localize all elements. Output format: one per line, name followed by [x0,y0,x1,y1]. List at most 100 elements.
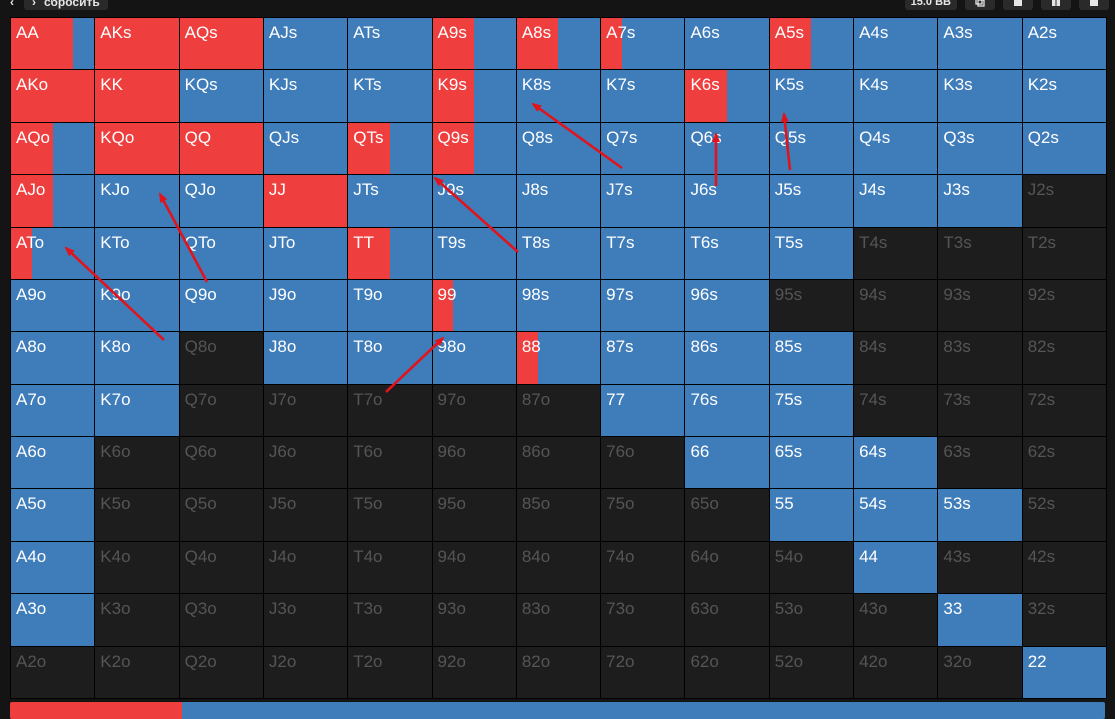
hand-cell[interactable]: 53o [769,594,854,646]
hand-cell[interactable]: J9o [263,279,348,332]
hand-cell[interactable]: J8s [516,175,601,227]
back-icon[interactable]: ‹ [10,0,14,9]
hand-cell[interactable]: AKo [11,70,95,122]
hand-cell[interactable]: J5o [263,489,348,541]
hand-cell[interactable]: A7o [11,384,95,437]
hand-cell[interactable]: Q7o [179,384,263,437]
hand-cell[interactable]: K8o [95,332,179,384]
hand-cell[interactable]: 54o [769,541,854,594]
hand-cell[interactable]: 73s [938,384,1022,437]
hand-cell[interactable]: J7s [601,175,685,227]
hand-cell[interactable]: T8s [516,227,601,279]
hand-cell[interactable]: 85o [516,489,601,541]
hand-cell[interactable]: QQ [179,122,263,175]
hand-cell[interactable]: 76o [601,437,685,489]
hand-cell[interactable]: Q8o [179,332,263,384]
hand-cell[interactable]: A4s [854,18,938,70]
hand-cell[interactable]: 93s [938,279,1022,332]
hand-cell[interactable]: TT [348,227,432,279]
hand-cell[interactable]: T2s [1022,227,1106,279]
hand-cell[interactable]: K6o [95,437,179,489]
hand-cell[interactable]: Q6s [685,122,769,175]
hand-cell[interactable]: K9o [95,279,179,332]
hand-cell[interactable]: 87s [601,332,685,384]
hand-cell[interactable]: J5s [769,175,854,227]
hand-cell[interactable]: J8o [263,332,348,384]
hand-cell[interactable]: Q5o [179,489,263,541]
hand-cell[interactable]: AA [11,18,95,70]
forward-icon[interactable]: › [32,0,36,9]
hand-cell[interactable]: AJo [11,175,95,227]
hand-cell[interactable]: J9s [432,175,516,227]
hand-cell[interactable]: 94o [432,541,516,594]
hand-cell[interactable]: 99 [432,279,516,332]
hand-cell[interactable]: 82s [1022,332,1106,384]
stack-size-chip[interactable]: 15.0 BB [904,0,957,10]
hand-cell[interactable]: A8o [11,332,95,384]
hand-cell[interactable]: 84o [516,541,601,594]
hand-cell[interactable]: 64o [685,541,769,594]
hand-cell[interactable]: 96o [432,437,516,489]
hand-cell[interactable]: K3o [95,594,179,646]
hand-cell[interactable]: 52s [1022,489,1106,541]
hand-cell[interactable]: Q3s [938,122,1022,175]
hand-cell[interactable]: K8s [516,70,601,122]
hand-cell[interactable]: T2o [348,646,432,698]
hand-cell[interactable]: J6s [685,175,769,227]
hand-cell[interactable]: KJo [95,175,179,227]
hand-cell[interactable]: 62s [1022,437,1106,489]
hand-cell[interactable]: A4o [11,541,95,594]
hand-cell[interactable]: 83s [938,332,1022,384]
hand-cell[interactable]: 98o [432,332,516,384]
hand-cell[interactable]: A5s [769,18,854,70]
hand-cell[interactable]: A2o [11,646,95,698]
hand-cell[interactable]: T7o [348,384,432,437]
hand-cell[interactable]: T6s [685,227,769,279]
hand-cell[interactable]: 43s [938,541,1022,594]
hand-cell[interactable]: 97o [432,384,516,437]
hand-cell[interactable]: AJs [263,18,348,70]
hand-cell[interactable]: QTo [179,227,263,279]
hand-cell[interactable]: JTs [348,175,432,227]
hand-cell[interactable]: AQs [179,18,263,70]
hand-cell[interactable]: 66 [685,437,769,489]
hand-cell[interactable]: K9s [432,70,516,122]
hand-cell[interactable]: 96s [685,279,769,332]
hand-cell[interactable]: Q8s [516,122,601,175]
hand-cell[interactable]: T3o [348,594,432,646]
hand-cell[interactable]: T9o [348,279,432,332]
hand-cell[interactable]: 52o [769,646,854,698]
hand-cell[interactable]: Q6o [179,437,263,489]
hand-cell[interactable]: 74o [601,541,685,594]
hand-cell[interactable]: 63o [685,594,769,646]
hand-cell[interactable]: T5s [769,227,854,279]
hand-cell[interactable]: A9s [432,18,516,70]
hand-cell[interactable]: 77 [601,384,685,437]
save-icon[interactable] [1003,0,1033,10]
hand-cell[interactable]: Q4o [179,541,263,594]
hand-cell[interactable]: 62o [685,646,769,698]
hand-cell[interactable]: KTo [95,227,179,279]
hand-cell[interactable]: AKs [95,18,179,70]
hand-cell[interactable]: A7s [601,18,685,70]
hand-cell[interactable]: Q4s [854,122,938,175]
hand-cell[interactable]: Q9o [179,279,263,332]
hand-cell[interactable]: KK [95,70,179,122]
hand-cell[interactable]: KQo [95,122,179,175]
hand-cell[interactable]: 75o [601,489,685,541]
hand-cell[interactable]: 43o [854,594,938,646]
hand-cell[interactable]: QJo [179,175,263,227]
hand-cell[interactable]: A2s [1022,18,1106,70]
hand-cell[interactable]: 32o [938,646,1022,698]
hand-cell[interactable]: T4s [854,227,938,279]
hand-cell[interactable]: J2s [1022,175,1106,227]
hand-cell[interactable]: J2o [263,646,348,698]
hand-cell[interactable]: T9s [432,227,516,279]
hand-cell[interactable]: A6s [685,18,769,70]
hand-cell[interactable]: KQs [179,70,263,122]
hand-cell[interactable]: T5o [348,489,432,541]
hand-cell[interactable]: J4o [263,541,348,594]
hand-cell[interactable]: 44 [854,541,938,594]
hand-cell[interactable]: Q9s [432,122,516,175]
hand-cell[interactable]: K5o [95,489,179,541]
